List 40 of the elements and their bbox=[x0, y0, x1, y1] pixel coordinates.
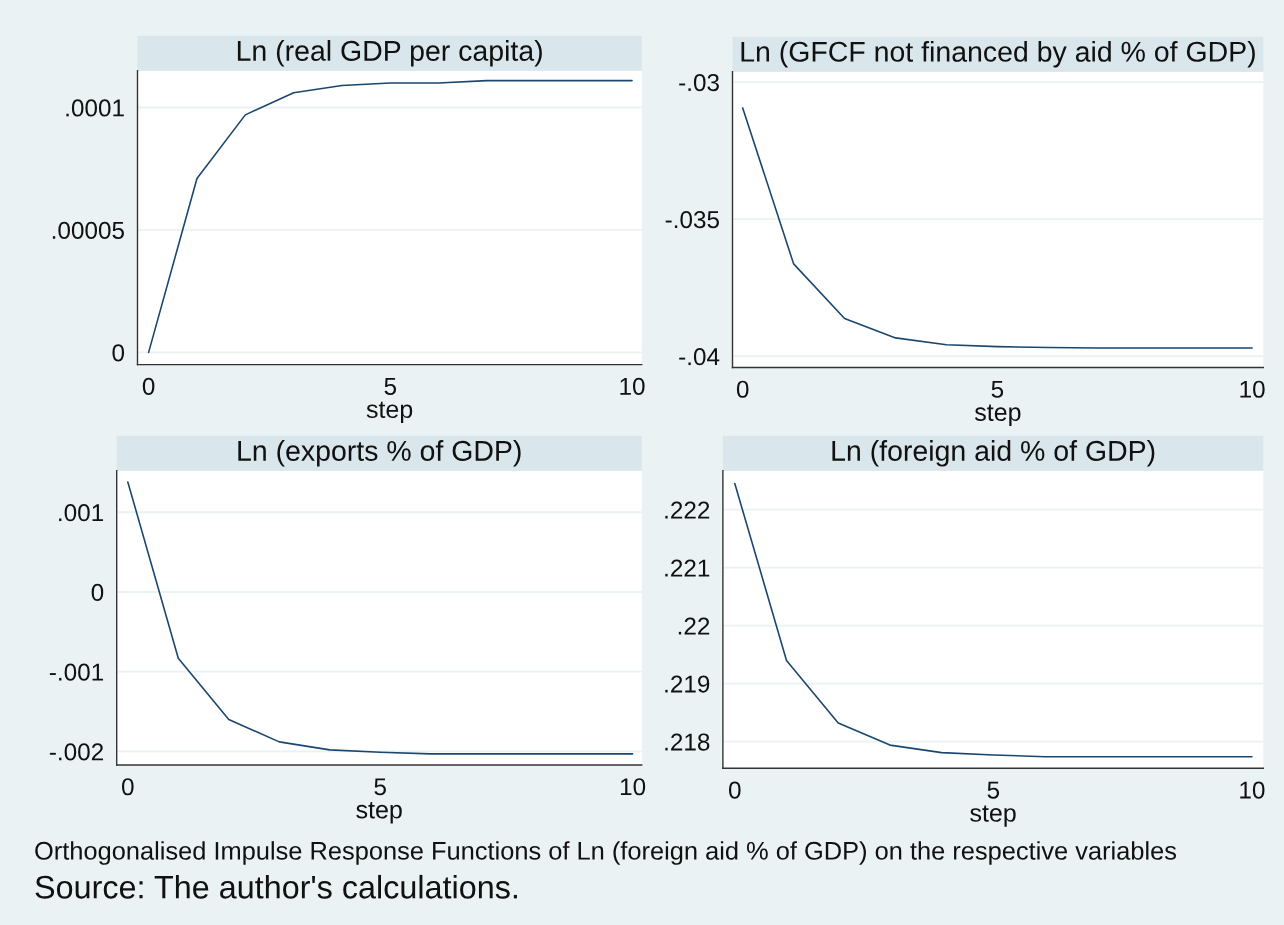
x-axis-title: step bbox=[970, 805, 1016, 827]
chart-title: Ln (GFCF not financed by aid % of GDP) bbox=[741, 40, 1255, 68]
y-tick-label: 0 bbox=[112, 344, 125, 362]
x-axis-title: step bbox=[366, 401, 413, 424]
y-tick-label: .0001 bbox=[66, 99, 124, 117]
x-tick-label: 5 bbox=[384, 377, 397, 395]
x-tick-label: 5 bbox=[991, 380, 1004, 398]
y-tick-label: .222 bbox=[665, 501, 710, 519]
x-tick-label: 0 bbox=[142, 377, 155, 395]
y-tick-label: .221 bbox=[665, 559, 710, 577]
x-tick-label: 5 bbox=[987, 781, 1000, 799]
line-series bbox=[127, 481, 634, 755]
x-tick-label: 0 bbox=[736, 380, 749, 398]
x-tick-label: 10 bbox=[620, 377, 645, 395]
y-tick-label: -.035 bbox=[665, 211, 719, 229]
line-series bbox=[147, 79, 633, 354]
y-tick-label: -.002 bbox=[49, 743, 103, 761]
x-axis-title: step bbox=[974, 404, 1021, 426]
y-tick-label: .218 bbox=[665, 733, 710, 751]
line-series bbox=[733, 482, 1253, 758]
source-note: Source: The author's calculations. bbox=[35, 874, 517, 899]
x-tick-label: 10 bbox=[1240, 380, 1265, 398]
x-tick-label: 5 bbox=[374, 778, 386, 796]
y-tick-label: 0 bbox=[91, 583, 104, 602]
x-axis-title: step bbox=[356, 802, 402, 824]
chart-title: Ln (real GDP per capita) bbox=[237, 40, 542, 67]
y-tick-label: -.001 bbox=[49, 663, 104, 681]
y-tick-label: -.04 bbox=[679, 348, 720, 366]
x-tick-label: 10 bbox=[620, 778, 646, 796]
chart-title: Ln (exports % of GDP) bbox=[238, 440, 521, 467]
y-tick-label: .00005 bbox=[52, 221, 124, 239]
chart-title: Ln (foreign aid % of GDP) bbox=[832, 440, 1155, 467]
x-tick-label: 0 bbox=[728, 781, 741, 799]
y-tick-label: .219 bbox=[665, 675, 710, 693]
y-tick-label: -.03 bbox=[679, 73, 719, 92]
text: Orthogonalised Impulse Response Functions of Ln (foreign aid % of GDP) on the respective variables bbox=[35, 841, 1177, 865]
x-tick-label: 10 bbox=[1240, 781, 1265, 799]
y-tick-label: .001 bbox=[59, 504, 104, 522]
y-tick-label: .22 bbox=[678, 617, 710, 635]
line-series bbox=[741, 107, 1253, 349]
